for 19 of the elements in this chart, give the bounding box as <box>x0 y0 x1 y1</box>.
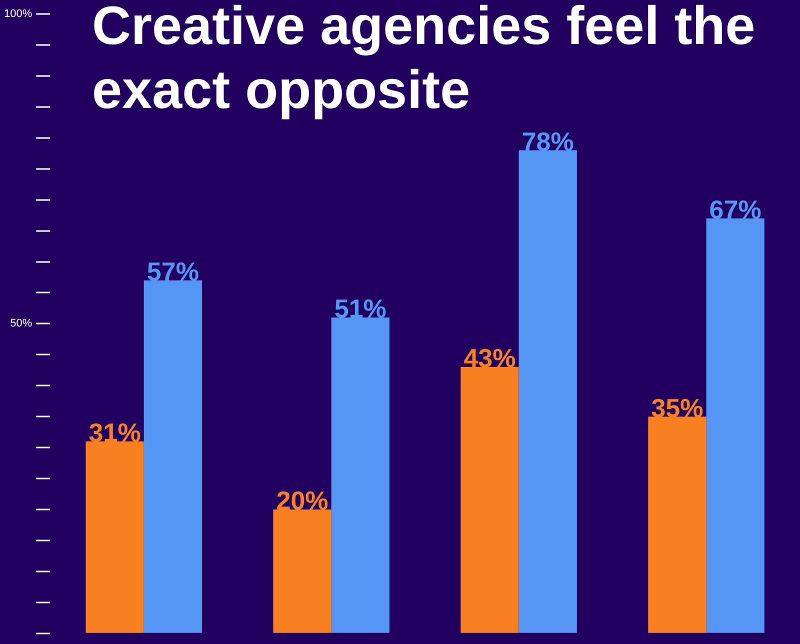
bar <box>86 441 144 633</box>
bar <box>460 367 519 633</box>
y-tick-label: 50% <box>10 318 32 330</box>
bar <box>648 416 706 633</box>
bar <box>706 218 764 633</box>
data-label: 35% <box>651 392 704 423</box>
bar <box>273 510 332 633</box>
y-tick-label: 100% <box>4 8 32 20</box>
data-label: 57% <box>146 256 199 287</box>
chart-title: Creative agencies feel the exact opposite <box>92 0 756 122</box>
data-label: 43% <box>464 343 516 374</box>
bar <box>331 318 390 633</box>
bar <box>144 280 202 633</box>
data-label: 67% <box>709 194 762 225</box>
data-label: 78% <box>522 126 574 156</box>
bar <box>518 150 577 633</box>
data-label: 51% <box>334 294 386 324</box>
data-label: 20% <box>276 486 328 516</box>
data-label: 31% <box>88 418 141 448</box>
